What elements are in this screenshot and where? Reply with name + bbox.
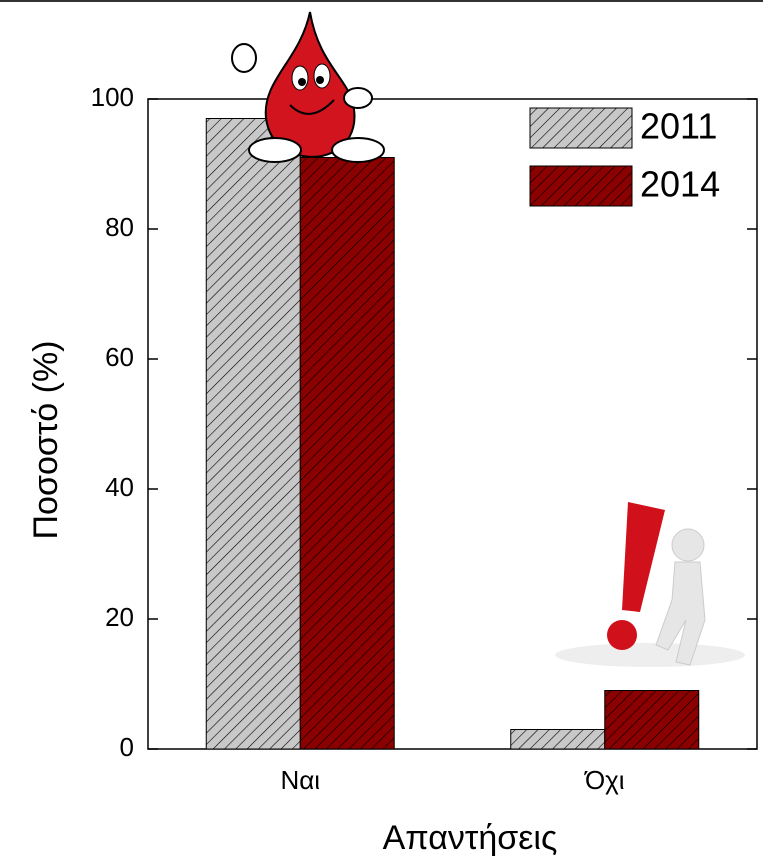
legend-label: 2011	[640, 106, 717, 147]
y-tick-label: 40	[105, 472, 134, 502]
bar	[299, 157, 395, 750]
bar	[604, 690, 700, 750]
y-axis-label: Ποσοστό (%)	[27, 340, 65, 539]
y-tick-label: 0	[120, 732, 134, 762]
legend-label: 2014	[640, 164, 720, 205]
legend-swatch	[529, 165, 633, 207]
bar	[510, 729, 606, 750]
y-tick-label: 20	[105, 602, 134, 632]
blood-drop-mascot	[231, 11, 385, 163]
x-tick-label: Ναι	[280, 765, 320, 795]
y-tick-label: 100	[91, 82, 134, 112]
y-tick-label: 60	[105, 342, 134, 372]
exclamation-figure	[555, 502, 745, 667]
x-tick-label: Όχι	[584, 765, 625, 795]
legend-swatch	[529, 107, 633, 149]
y-tick-label: 80	[105, 212, 134, 242]
bar	[205, 118, 301, 750]
plot-frame	[147, 98, 758, 750]
x-axis-label: Απαντήσεις	[383, 819, 558, 857]
